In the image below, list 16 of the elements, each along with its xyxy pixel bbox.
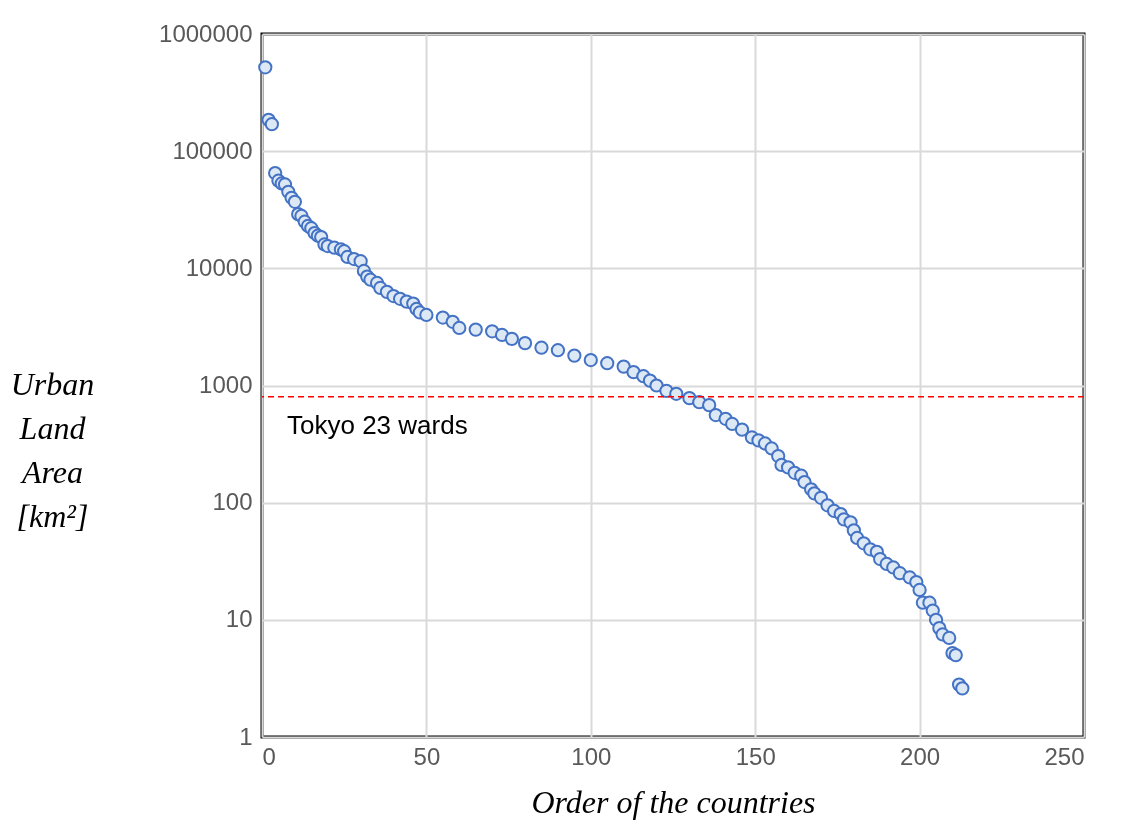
x-tick-label: 0: [262, 742, 276, 770]
x-tick-label: 150: [735, 742, 776, 770]
y-axis-title: Urban Land Area [km²]: [10, 365, 95, 534]
y-tick-label: 100: [212, 488, 253, 516]
x-tick-label: 100: [571, 742, 612, 770]
y-tick-label: 100000: [172, 136, 253, 164]
y-tick-label: 1000: [199, 371, 253, 398]
y-tick-label: 1: [239, 722, 253, 750]
x-tick-label: 50: [413, 742, 441, 770]
y-tick-label: 10: [225, 605, 253, 633]
x-axis-title: Order of the countries: [531, 783, 816, 820]
x-tick-label: 200: [900, 742, 941, 770]
ref-line-label: Tokyo 23 wards: [287, 409, 468, 440]
y-tick-label: 10000: [185, 253, 253, 281]
x-tick-label: 250: [1044, 742, 1085, 770]
y-tick-label: 1000000: [159, 19, 253, 47]
